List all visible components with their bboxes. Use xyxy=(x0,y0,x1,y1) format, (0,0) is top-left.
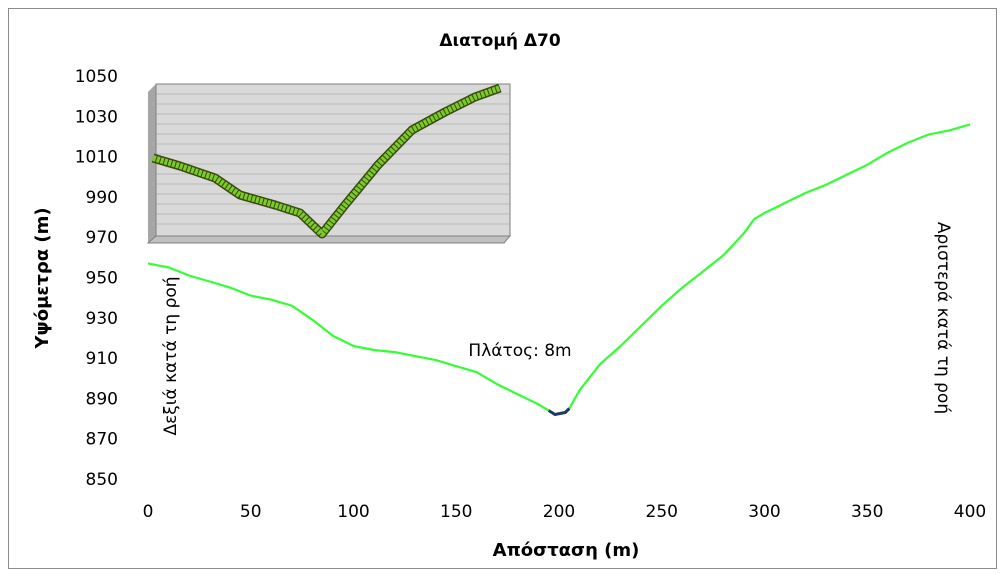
x-tick-label: 150 xyxy=(440,502,472,522)
y-tick-label: 1050 xyxy=(75,67,118,87)
x-tick-label: 200 xyxy=(543,502,575,522)
x-tick-label: 50 xyxy=(240,502,262,522)
annotation: Δεξιά κατά τη ροή xyxy=(161,276,181,435)
y-tick-label: 1010 xyxy=(75,148,118,168)
y-tick-label: 890 xyxy=(86,389,118,409)
y-tick-label: 990 xyxy=(86,188,118,208)
y-tick-label: 850 xyxy=(86,470,118,490)
x-tick-label: 100 xyxy=(337,502,369,522)
data-line xyxy=(547,407,571,416)
y-tick-label: 1030 xyxy=(75,107,118,127)
x-tick-label: 250 xyxy=(646,502,678,522)
y-tick-label: 970 xyxy=(86,228,118,248)
x-axis-label: Απόσταση (m) xyxy=(493,540,640,561)
chart-title: Διατομή Δ70 xyxy=(439,31,561,51)
x-tick-label: 350 xyxy=(851,502,883,522)
y-tick-label: 870 xyxy=(86,430,118,450)
y-axis-label: Υψόμετρα (m) xyxy=(32,207,53,349)
y-tick-label: 950 xyxy=(86,269,118,289)
inset-thumbnail xyxy=(146,83,512,244)
x-tick-label: 0 xyxy=(143,502,154,522)
annotation: Πλάτος: 8m xyxy=(468,341,571,361)
y-tick-label: 930 xyxy=(86,309,118,329)
annotation: Αριστερά κατά τη ροή xyxy=(933,222,953,414)
x-tick-label: 400 xyxy=(954,502,986,522)
y-tick-label: 910 xyxy=(86,349,118,369)
x-tick-label: 300 xyxy=(748,502,780,522)
